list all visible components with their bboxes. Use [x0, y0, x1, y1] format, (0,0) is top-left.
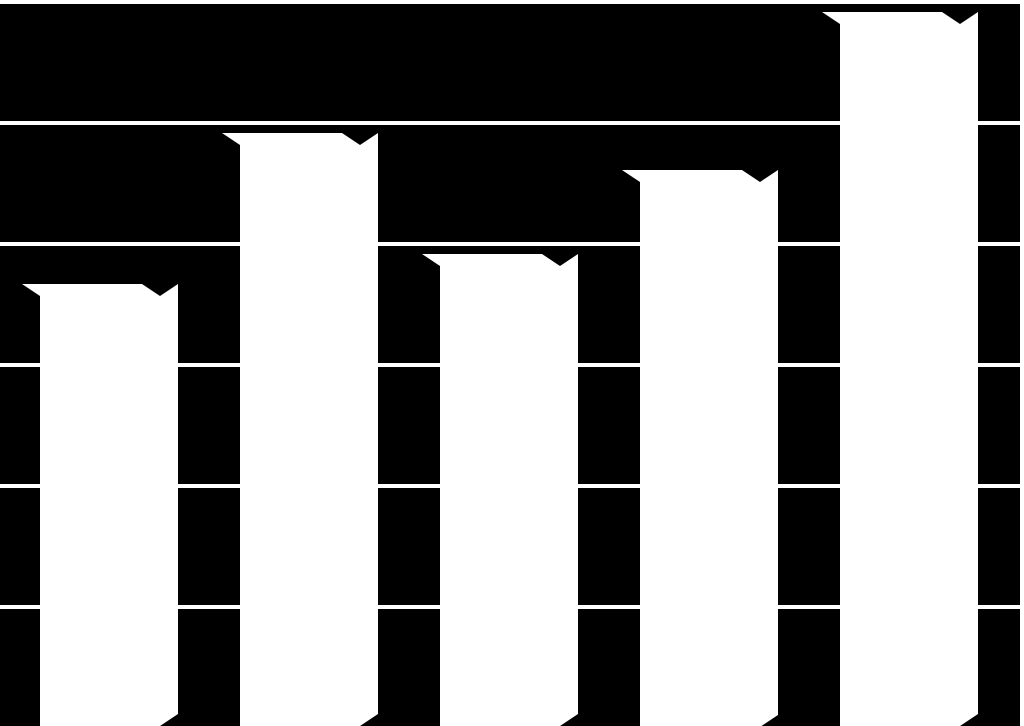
bar-side: [560, 254, 578, 726]
bar-front: [640, 182, 760, 726]
bar-front: [840, 24, 960, 726]
bar-top: [622, 170, 760, 182]
bar: [40, 296, 160, 726]
bar: [840, 24, 960, 726]
bar-front: [440, 266, 560, 726]
bar-top: [22, 284, 160, 296]
gridline: [0, 0, 1024, 4]
bar-top: [422, 254, 560, 266]
bar: [240, 145, 360, 726]
bar-side: [760, 170, 778, 726]
bar-top: [822, 12, 960, 24]
bar-side: [960, 12, 978, 726]
bar-chart: [0, 0, 1024, 726]
bar-side: [160, 284, 178, 726]
bar-top: [222, 133, 360, 145]
bar-front: [240, 145, 360, 726]
bar: [440, 266, 560, 726]
bar-front: [40, 296, 160, 726]
bar-side: [360, 133, 378, 726]
bar: [640, 182, 760, 726]
plot-area: [0, 0, 1024, 726]
